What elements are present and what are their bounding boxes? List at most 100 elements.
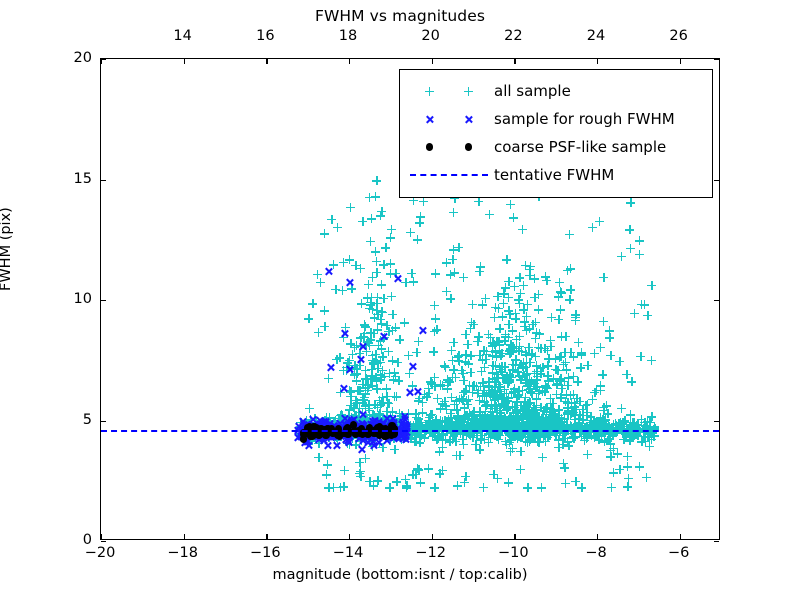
data-point [358, 420, 367, 429]
data-point [547, 312, 557, 322]
data-point [479, 386, 489, 396]
chart-legend[interactable]: all sample sample for rough FWHM coarse … [399, 69, 713, 198]
data-point [481, 294, 491, 304]
data-point [506, 419, 516, 429]
data-point [355, 457, 365, 467]
data-point [475, 414, 485, 424]
data-point [376, 344, 386, 354]
data-point [612, 449, 622, 459]
data-point [508, 387, 518, 397]
data-point [398, 434, 407, 443]
data-point [399, 421, 408, 430]
data-point [553, 410, 563, 420]
data-point [644, 432, 654, 442]
data-point [351, 395, 361, 405]
x-tick-label-top: 24 [586, 28, 606, 44]
data-point [365, 437, 375, 446]
data-point [514, 414, 524, 424]
data-point [385, 259, 395, 269]
data-point [577, 483, 587, 493]
data-point [344, 362, 354, 372]
data-point [528, 431, 538, 441]
data-point [387, 431, 396, 439]
data-point [528, 433, 538, 443]
data-point [495, 382, 505, 392]
x-tick [431, 534, 433, 539]
data-point [471, 439, 481, 449]
data-point [489, 374, 499, 384]
data-point [358, 394, 368, 404]
data-point [321, 417, 331, 427]
data-point [494, 337, 504, 347]
data-point [317, 417, 327, 427]
data-point [364, 410, 374, 420]
data-point [448, 254, 458, 264]
data-point [492, 392, 502, 402]
data-point [489, 401, 499, 411]
data-point [483, 438, 493, 448]
data-point [491, 352, 501, 362]
data-point [505, 370, 515, 380]
x-tick-label-top: 22 [504, 28, 523, 44]
data-point [556, 420, 566, 430]
data-point [540, 343, 550, 353]
data-point [499, 393, 509, 403]
data-point [367, 436, 377, 446]
data-point [494, 340, 504, 350]
data-point [589, 348, 599, 358]
data-point [484, 329, 494, 339]
data-point [490, 396, 500, 406]
data-point [506, 418, 516, 428]
data-point [552, 380, 562, 390]
data-point [642, 417, 652, 427]
data-point [305, 414, 315, 424]
y-tick [101, 300, 106, 302]
data-point [554, 405, 564, 415]
data-point [492, 386, 502, 396]
legend-label: coarse PSF-like sample [494, 138, 667, 156]
data-point [534, 437, 544, 447]
data-point [525, 375, 534, 385]
data-point [412, 420, 422, 430]
data-point [518, 411, 528, 421]
data-point [599, 272, 609, 282]
data-point [300, 430, 309, 440]
data-point [324, 483, 334, 493]
data-point [525, 397, 535, 407]
data-point [353, 407, 363, 417]
data-point [540, 431, 550, 441]
data-point [474, 395, 484, 405]
data-point [366, 420, 376, 430]
data-point [490, 418, 500, 428]
data-point [309, 431, 319, 441]
data-point [586, 418, 596, 428]
data-point [390, 428, 399, 437]
data-point [332, 441, 341, 450]
data-point [389, 420, 399, 430]
data-point [596, 431, 606, 441]
data-point [404, 368, 414, 378]
data-point [375, 438, 385, 448]
data-point [315, 433, 324, 442]
data-point [473, 419, 483, 429]
data-point [523, 483, 533, 493]
data-point [357, 419, 366, 428]
data-point [534, 437, 544, 447]
data-point [376, 343, 386, 353]
data-point [343, 358, 353, 368]
data-point [643, 431, 653, 441]
data-point [435, 469, 445, 479]
data-point [627, 377, 637, 387]
legend-item-all-sample: all sample [410, 77, 702, 105]
data-point [413, 419, 423, 429]
data-point [591, 417, 601, 427]
data-point [382, 391, 392, 401]
data-point [553, 418, 563, 428]
data-point [303, 437, 313, 447]
data-point [615, 464, 625, 474]
data-point [522, 369, 532, 379]
data-point [303, 437, 312, 446]
data-point [518, 361, 528, 371]
data-point [405, 388, 414, 397]
data-point [365, 476, 375, 486]
